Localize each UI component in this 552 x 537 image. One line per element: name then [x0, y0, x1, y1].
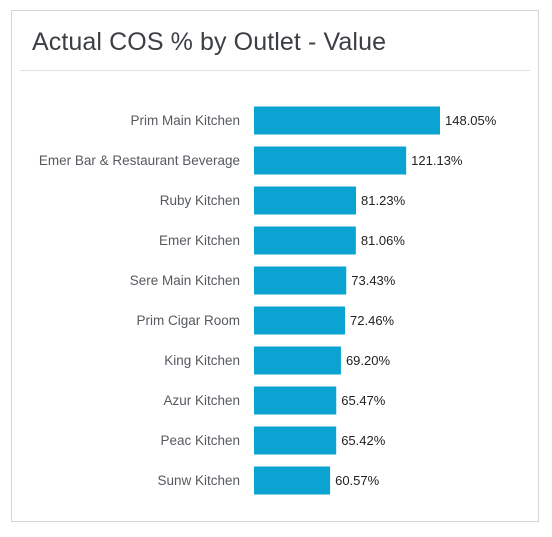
bar	[254, 106, 440, 135]
bar	[254, 226, 356, 255]
bar	[254, 346, 341, 375]
category-label: Azur Kitchen	[163, 393, 240, 408]
value-label: 73.43%	[351, 273, 396, 288]
value-label: 65.47%	[341, 393, 386, 408]
bar	[254, 186, 357, 215]
bar	[254, 306, 346, 335]
value-label: 69.20%	[346, 353, 391, 368]
bar	[254, 266, 347, 295]
category-label: Ruby Kitchen	[160, 193, 240, 208]
value-label: 72.46%	[350, 313, 395, 328]
bar	[254, 146, 407, 175]
value-label: 65.42%	[341, 433, 386, 448]
category-label: King Kitchen	[164, 353, 240, 368]
category-label: Emer Kitchen	[159, 233, 240, 248]
category-label: Sunw Kitchen	[157, 473, 240, 488]
category-label: Sere Main Kitchen	[130, 273, 240, 288]
value-label: 81.23%	[361, 193, 406, 208]
bar	[254, 426, 337, 455]
value-label: 148.05%	[445, 113, 497, 128]
title-divider	[20, 70, 530, 71]
category-label: Prim Main Kitchen	[130, 113, 240, 128]
bar	[254, 386, 337, 415]
category-label: Peac Kitchen	[160, 433, 240, 448]
bar	[254, 466, 331, 495]
value-label: 121.13%	[411, 153, 463, 168]
chart-title: Actual COS % by Outlet - Value	[32, 28, 387, 56]
bars-group: Prim Main Kitchen 148.05% Emer Bar & Resta…	[39, 106, 497, 495]
value-label: 60.57%	[335, 473, 380, 488]
category-label: Emer Bar & Restaurant Beverage	[39, 153, 240, 168]
category-label: Prim Cigar Room	[136, 313, 240, 328]
value-label: 81.06%	[361, 233, 406, 248]
